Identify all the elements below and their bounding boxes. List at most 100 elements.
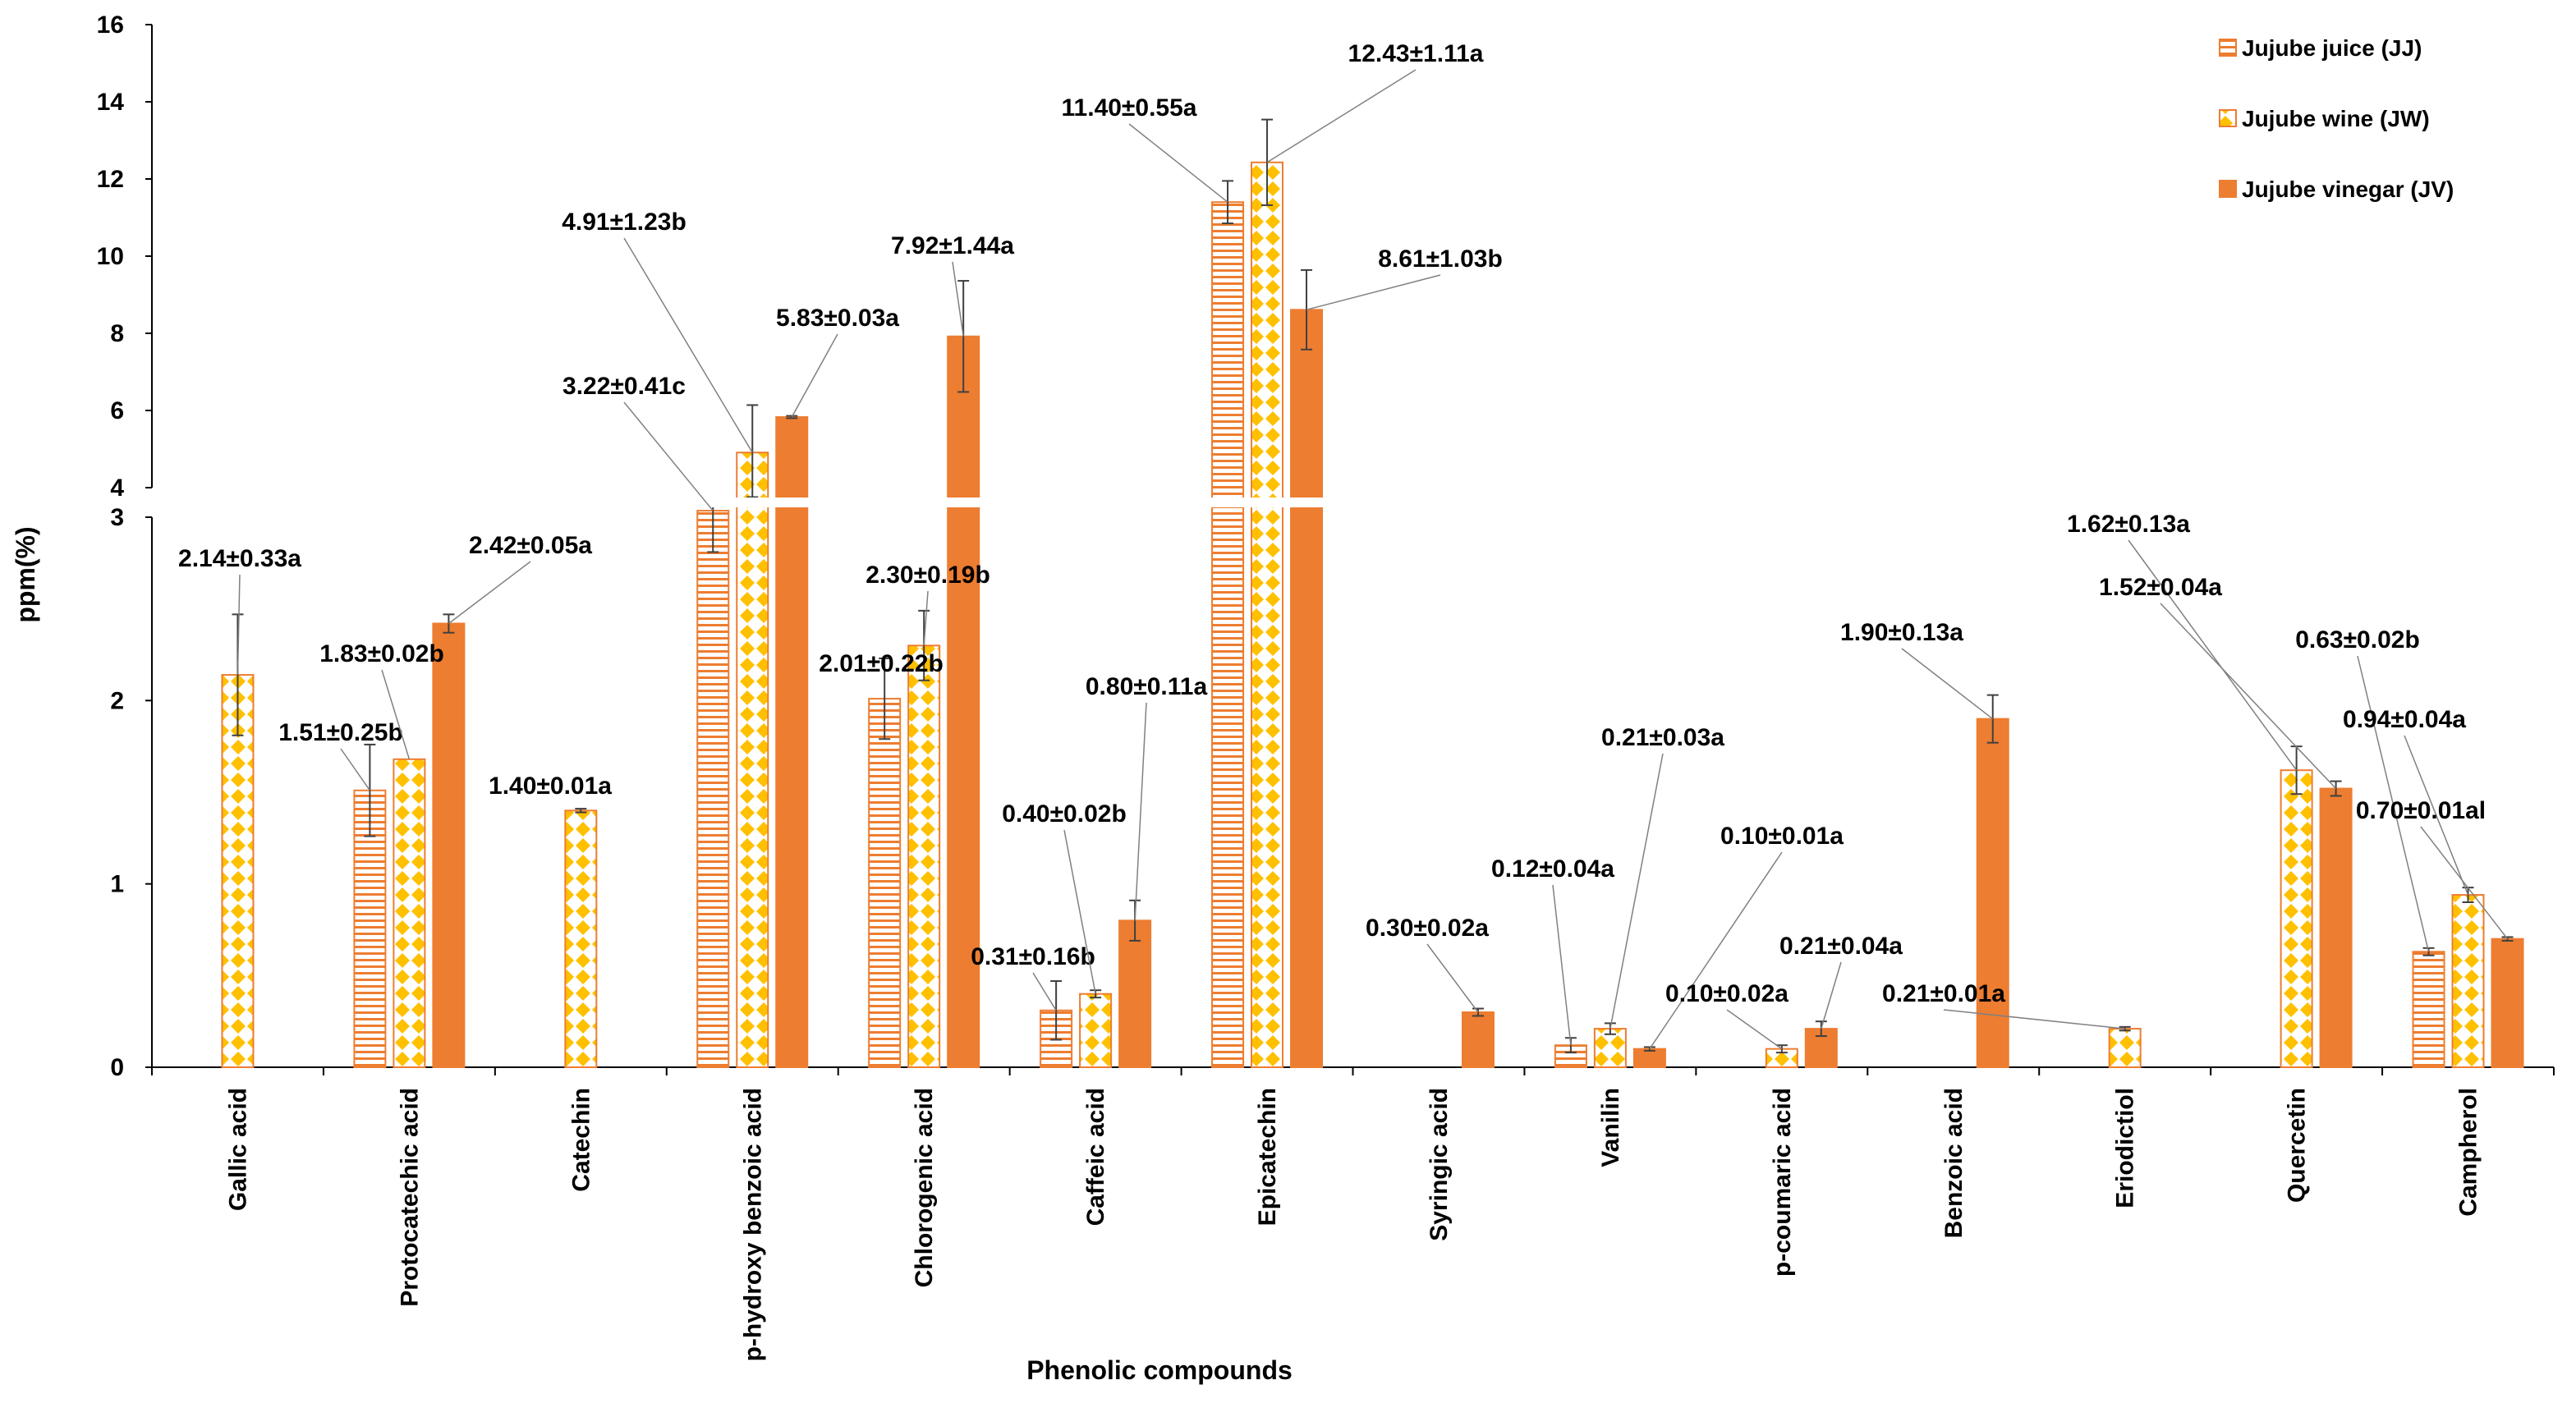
leader-line xyxy=(1063,829,1096,994)
data-label: 1.51±0.25b xyxy=(278,719,403,746)
leader-line xyxy=(381,669,411,760)
leader-line xyxy=(2128,539,2298,771)
leader-line xyxy=(448,561,531,625)
y-tick-label: 8 xyxy=(110,320,124,347)
leader-line xyxy=(340,748,371,791)
category-label: Catechin xyxy=(567,1088,595,1192)
data-label: 2.42±0.05a xyxy=(469,532,592,559)
leader-line xyxy=(623,401,714,511)
bar-vinegar xyxy=(2491,938,2524,1068)
leader-line xyxy=(1266,69,1417,163)
leader-line xyxy=(2420,826,2509,940)
bar-wine xyxy=(564,809,598,1068)
category-label: Eriodictiol xyxy=(2112,1088,2139,1208)
bar-vinegar xyxy=(432,622,466,1068)
leader-line xyxy=(2160,603,2337,790)
bar-juice xyxy=(1554,1044,1587,1068)
category-label: Benzoic acid xyxy=(1940,1088,1968,1238)
bar-juice xyxy=(2412,951,2445,1069)
leader-line xyxy=(1943,1009,2125,1029)
category-label: Epicatechin xyxy=(1254,1088,1281,1226)
category-label: Protocatechic acid xyxy=(396,1088,423,1307)
legend-label-wine: Jujube wine (JW) xyxy=(2242,106,2430,131)
x-axis-title: Phenolic compounds xyxy=(1026,1355,1293,1385)
data-label: 0.12±0.04a xyxy=(1491,855,1614,883)
data-label: 12.43±1.11a xyxy=(1348,40,1484,67)
category-label: Syringic acid xyxy=(1426,1088,1453,1241)
bar-wine xyxy=(2108,1028,2142,1068)
bar-vinegar xyxy=(2319,787,2353,1068)
legend-swatch-juice xyxy=(2219,39,2237,57)
data-label: 0.21±0.04a xyxy=(1779,933,1903,960)
legend-swatch-vinegar xyxy=(2219,180,2237,198)
data-label: 1.52±0.04a xyxy=(2099,574,2222,601)
leader-line xyxy=(1426,943,1479,1013)
data-label: 1.83±0.02b xyxy=(319,640,444,667)
leader-line xyxy=(1128,123,1228,203)
bar-wine xyxy=(1251,161,1284,1068)
y-tick-label: 6 xyxy=(110,397,124,424)
data-label: 11.40±0.55a xyxy=(1062,94,1197,122)
y-tick-label: 16 xyxy=(97,11,124,39)
bar-vinegar xyxy=(1461,1011,1495,1068)
data-label: 5.83±0.03a xyxy=(776,305,899,332)
category-label: Gallic acid xyxy=(224,1088,251,1211)
y-tick-label: 4 xyxy=(110,475,124,502)
axis-break-gap xyxy=(149,497,2551,507)
category-label: Caffeic acid xyxy=(1082,1088,1109,1226)
data-label: 0.80±0.11a xyxy=(1086,673,1208,700)
data-label: 4.91±1.23b xyxy=(562,209,686,236)
data-label: 2.14±0.33a xyxy=(178,545,301,572)
category-label: Vanilin xyxy=(1597,1088,1624,1167)
leader-line xyxy=(1552,884,1572,1046)
leader-line xyxy=(1609,753,1664,1029)
data-label: 0.94±0.04a xyxy=(2343,706,2466,733)
bar-wine xyxy=(393,758,426,1068)
data-label: 1.90±0.13a xyxy=(1840,619,1963,646)
bar-wine xyxy=(1079,993,1113,1068)
leader-line xyxy=(623,237,753,453)
leader-line xyxy=(1134,702,1147,921)
y-tick-label: 1 xyxy=(110,871,124,898)
y-axis-title: ppm(%) xyxy=(11,526,40,622)
leader-line xyxy=(1306,274,1441,311)
y-tick-label: 10 xyxy=(97,243,124,270)
legend: Jujube juice (JJ) Jujube wine (JW) Jujub… xyxy=(2219,35,2454,202)
data-label: 0.10±0.01a xyxy=(1720,823,1844,850)
bar-wine xyxy=(2451,894,2485,1068)
bar-wine xyxy=(2280,769,2313,1068)
leader-line xyxy=(1649,851,1783,1050)
bar-vinegar xyxy=(947,335,980,1068)
y-tick-label: 0 xyxy=(110,1054,124,1081)
category-label: p-coumaric acid xyxy=(1769,1088,1796,1277)
y-tick-label: 2 xyxy=(110,687,124,714)
y-tick-label: 14 xyxy=(97,89,125,116)
legend-label-vinegar: Jujube vinegar (JV) xyxy=(2242,177,2454,202)
category-label: Campherol xyxy=(2455,1088,2482,1217)
data-label: 2.30±0.19b xyxy=(866,562,990,589)
category-label: Chlorogenic acid xyxy=(911,1088,938,1287)
annotations-layer: 2.14±0.33a 1.51±0.25b 1.83±0.02b 2.42±0.05a… xyxy=(178,40,2509,1050)
bar-wine xyxy=(221,674,255,1068)
data-label: 0.10±0.02a xyxy=(1665,980,1789,1007)
legend-label-juice: Jujube juice (JJ) xyxy=(2242,35,2422,61)
data-label: 0.40±0.02b xyxy=(1002,800,1127,828)
data-label: 0.21±0.03a xyxy=(1601,724,1724,751)
bar-vinegar xyxy=(1290,309,1324,1068)
bar-vinegar xyxy=(1632,1048,1666,1068)
data-label: 0.30±0.02a xyxy=(1366,915,1489,942)
y-tick-label: 3 xyxy=(110,504,124,531)
leader-line xyxy=(923,590,929,646)
bar-vinegar xyxy=(1976,718,2009,1069)
bar-vinegar xyxy=(1118,919,1152,1069)
leader-line xyxy=(952,261,964,337)
leader-line xyxy=(2404,735,2469,896)
axis-break-layer xyxy=(149,497,2551,507)
category-label: Quercetin xyxy=(2284,1088,2311,1203)
bars-layer xyxy=(221,161,2524,1069)
y-tick-label: 12 xyxy=(97,166,124,193)
bar-wine xyxy=(1593,1028,1627,1068)
leader-line xyxy=(1821,961,1842,1029)
